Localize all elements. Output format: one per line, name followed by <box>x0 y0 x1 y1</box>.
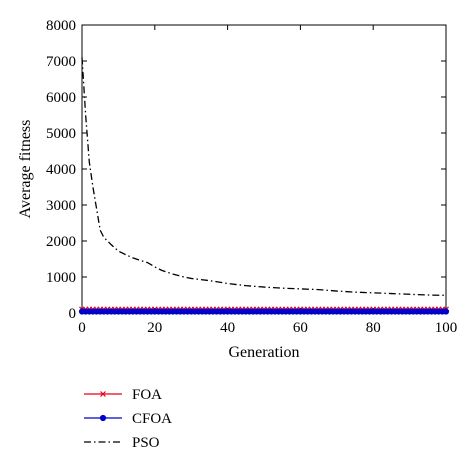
y-tick-label: 3000 <box>46 198 76 214</box>
marker-stroke <box>100 391 106 397</box>
legend-label-foa: FOA <box>132 387 162 403</box>
y-tick-label: 7000 <box>46 54 76 70</box>
legend-marker-cfoa <box>99 414 107 422</box>
y-tick-label: 8000 <box>46 18 76 34</box>
legend: FOA CFOA PSO <box>84 387 172 451</box>
x-tick-label: 100 <box>435 320 458 336</box>
x-tick-label: 60 <box>293 320 308 336</box>
y-tick-label: 2000 <box>46 234 76 250</box>
x-tick-label: 20 <box>147 320 162 336</box>
x-tick-label: 80 <box>366 320 381 336</box>
y-ticks: 0 1000 2000 3000 4000 5000 6000 7000 8000 <box>46 18 446 322</box>
legend-label-cfoa: CFOA <box>132 411 172 427</box>
y-tick-label: 6000 <box>46 90 76 106</box>
legend-label-pso: PSO <box>132 435 160 451</box>
series-layer <box>78 57 450 315</box>
y-tick-label: 4000 <box>46 162 76 178</box>
x-axis-label: Generation <box>228 344 299 361</box>
x-ticks: 0 20 40 60 80 100 <box>78 25 457 336</box>
x-tick-label: 0 <box>78 320 86 336</box>
y-tick-label: 0 <box>69 306 77 322</box>
plot-frame <box>81 24 447 314</box>
y-tick-label: 1000 <box>46 270 76 286</box>
y-tick-label: 5000 <box>46 126 76 142</box>
x-tick-label: 40 <box>220 320 235 336</box>
data-point-cfoa <box>442 308 450 315</box>
legend-marker-foa <box>100 391 106 397</box>
series-line-pso <box>81 57 447 297</box>
y-axis-label: Average fitness <box>17 120 34 219</box>
